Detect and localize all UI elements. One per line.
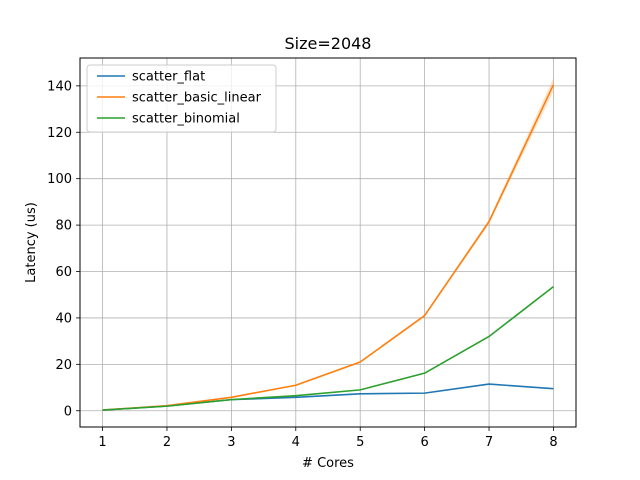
x-tick-label: 1 [98,435,106,450]
x-tick-label: 6 [420,435,428,450]
chart-title: Size=2048 [285,34,372,53]
y-axis-title: Latency (us) [24,202,39,283]
x-tick-label: 4 [292,435,300,450]
x-tick-label: 3 [227,435,235,450]
series-line [102,285,554,411]
x-tick-label: 8 [549,435,557,450]
legend-label: scatter_binomial [132,112,240,127]
legend-box [86,64,277,133]
series-lines [102,84,555,411]
plot-frame [79,57,577,428]
y-axis-ticks: 0 20 40 60 80 100 120 140 [47,79,80,419]
y-tick-label: 60 [55,265,72,280]
y-tick-label: 140 [47,79,72,94]
y-tick-label: 120 [47,126,72,141]
legend: scatter_flat scatter_basic_linear scatter_… [86,64,277,133]
x-tick-label: 5 [356,435,364,450]
y-tick-label: 40 [55,311,72,326]
x-axis-title: # Cores [302,456,354,471]
x-tick-label: 2 [163,435,171,450]
y-tick-label: 20 [55,358,72,373]
legend-label: scatter_flat [132,70,205,85]
x-axis-ticks: 1 2 3 4 5 6 7 8 [98,427,558,450]
y-tick-label: 80 [55,219,72,234]
legend-label: scatter_basic_linear [132,91,262,106]
y-tick-label: 0 [64,404,72,419]
y-tick-label: 100 [47,172,72,187]
x-tick-label: 7 [485,435,493,450]
